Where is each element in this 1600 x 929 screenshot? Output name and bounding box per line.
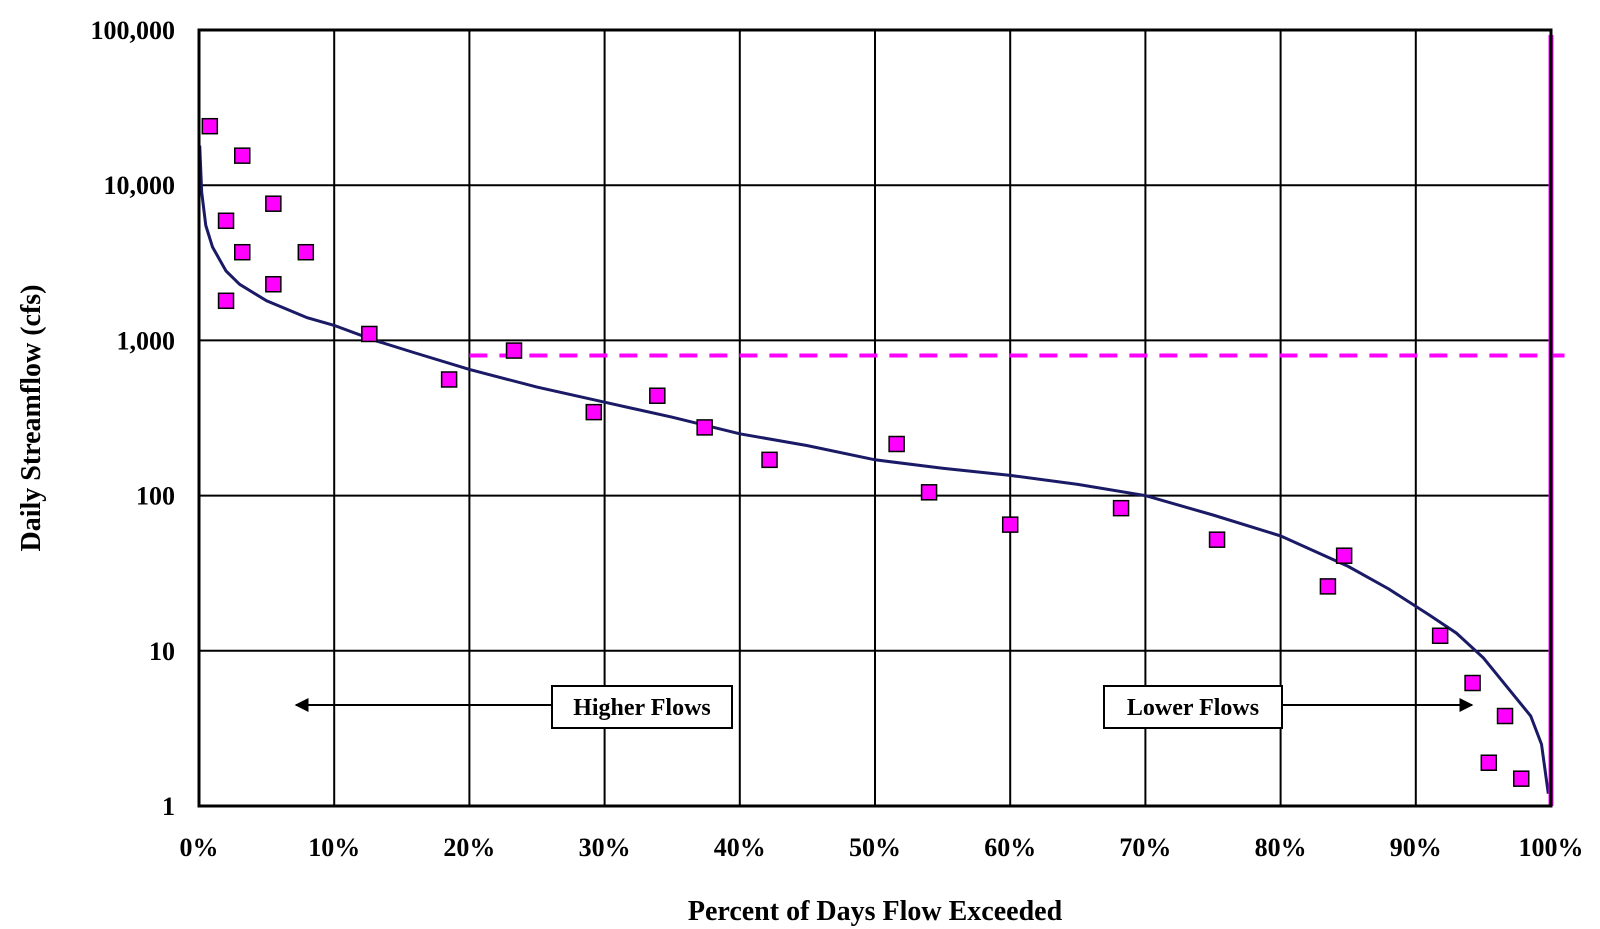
data-point [1208,531,1226,548]
lower-flows-label: Lower Flows [1127,695,1259,721]
higher-flows-annotation: Higher Flows [294,685,733,729]
flow-duration-curve [198,145,1550,794]
plot-area-border [197,28,1553,808]
x-tick-label: 70% [1119,833,1171,862]
data-point [297,243,315,261]
x-tick-label: 100% [1519,833,1584,862]
higher-flows-label: Higher Flows [573,695,711,721]
data-point [1431,627,1449,645]
x-tick-label: 50% [849,833,901,862]
x-tick-label: 80% [1255,833,1307,862]
x-tick-label: 10% [308,833,360,862]
data-point [585,403,603,421]
x-tick-label: 60% [984,833,1036,862]
data-point [888,435,905,453]
data-point [440,371,458,388]
data-point [265,276,282,293]
lower-flows-box [1103,685,1283,729]
data-point [217,212,235,230]
data-point [649,387,666,404]
data-point [265,195,282,212]
data-point [1112,499,1130,517]
y-tick-label: 10,000 [104,171,176,200]
data-point [1335,547,1353,564]
x-tick-label: 30% [579,833,631,862]
x-tick-label: 0% [180,833,219,862]
x-tick-label: 40% [714,833,766,862]
y-tick-label: 100 [136,482,175,511]
data-point [761,451,778,469]
tick-labels: 0% 10% 20% 30% 40% 50% 60% 70% 80% 90% 100% 1 10 100 1… [91,16,1584,862]
y-tick-label: 100,000 [91,16,176,45]
data-point [1319,578,1337,595]
data-point [1001,516,1019,533]
y-tick-label: 10 [149,637,175,666]
data-point [201,117,219,135]
data-point [696,419,713,436]
data-point [1496,707,1514,725]
data-point [234,147,251,164]
data-point [1513,770,1530,787]
series-line-layer [198,145,1550,794]
grid-lines [198,29,1552,807]
lower-flows-annotation: Lower Flows [1103,685,1474,729]
data-point [1464,674,1481,692]
data-point [505,342,523,359]
data-point [1480,754,1498,771]
data-point [234,243,251,261]
x-axis-title: Percent of Days Flow Exceeded [688,896,1063,927]
x-tick-label: 20% [443,833,495,862]
y-tick-label: 1 [162,792,175,821]
series-points-layer [201,117,1530,787]
y-axis-title: Daily Streamflow (cfs) [16,285,47,552]
data-point [217,292,235,310]
y-tick-label: 1,000 [117,326,176,355]
data-point [920,484,938,501]
x-tick-label: 90% [1390,833,1442,862]
data-point [361,325,378,343]
higher-flows-box [551,685,733,729]
